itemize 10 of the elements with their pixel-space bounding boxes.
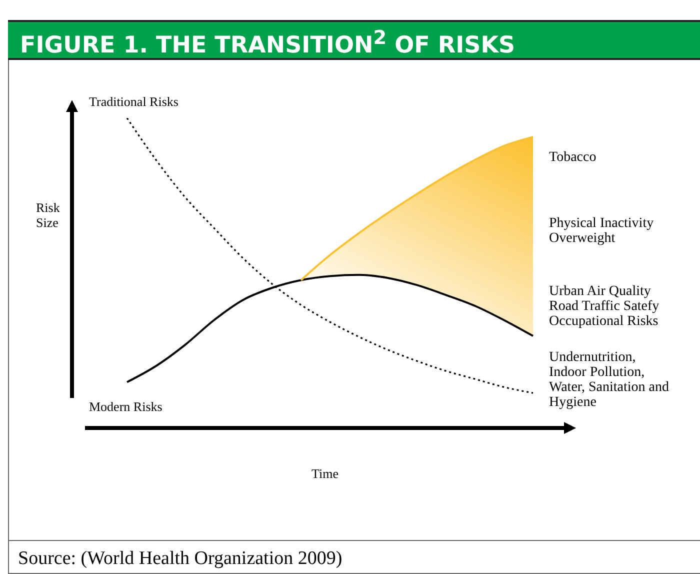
x-axis-title: Time — [312, 466, 339, 481]
text: Risk Size — [36, 200, 61, 230]
source-note: Source: (World Health Organization 2009) — [18, 548, 342, 570]
legend-label: Traditional Risks — [89, 94, 178, 110]
chart-title: FIGURE 1. THE TRANSITION$^{2}$ OF RISKS — [20, 26, 516, 59]
series-label: Modern Risks — [89, 399, 162, 415]
annotation: Tobacco — [549, 150, 598, 165]
annotation: Urban Air Quality Road Traffic Satefy Occupational Risks — [549, 284, 660, 329]
annotation: Undernutrition, Indoor Pollution, Water, Sanitation and Hygiene — [549, 350, 669, 410]
annotation: Physical Inactivity Overweight — [549, 216, 655, 246]
